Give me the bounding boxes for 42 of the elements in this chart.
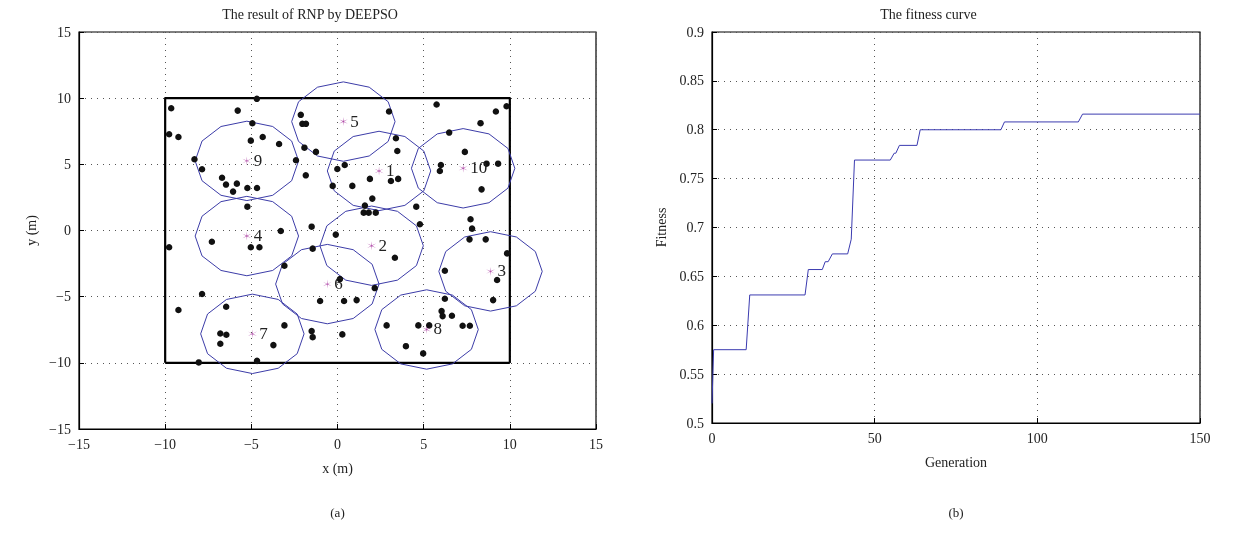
y-tick-label: 0.6 [686,317,704,333]
annotation: 7 [259,323,269,343]
y-tick-label: 10 [57,90,71,106]
y-tick-label: −5 [56,289,71,305]
x-tick-label: 10 [502,436,517,452]
annotation: 1 [386,160,395,180]
y-tick-label: 0.5 [686,415,704,431]
y-tick-label: 5 [64,156,71,172]
y-tick-label: 0.65 [679,268,704,284]
y-tick-label: −10 [49,355,71,371]
y-axis-title: Fitness [654,207,670,248]
annotation: 2 [378,235,388,255]
x-axis-title: x (m) [322,460,354,477]
y-axis-title: y (m) [23,214,40,246]
y-tick-label: 0.55 [679,366,704,382]
chart-title: The result of RNP by DEEPSO [222,6,398,22]
x-tick-label: 100 [1026,430,1048,446]
y-tick-label: 0 [64,223,71,238]
annotation: 5 [350,111,359,131]
text: (b) [947,505,965,521]
x-tick-label: −5 [243,436,259,452]
x-tick-label: 50 [867,430,882,446]
annotation: 4 [253,226,263,246]
x-tick-label: −10 [154,436,177,452]
x-tick-label: 0 [708,430,716,446]
x-tick-label: 0 [334,436,341,452]
y-tick-label: 15 [57,24,71,40]
annotation: 3 [497,261,507,281]
annotation: 8 [433,319,443,339]
x-tick-label: 15 [589,436,603,452]
y-tick-label: 0.9 [686,24,704,40]
x-axis-title: Generation [924,454,988,470]
chart-title: The fitness curve [880,6,977,22]
y-tick-label: 0.75 [679,171,704,187]
x-tick-label: 150 [1189,430,1211,446]
text: (a) [329,505,346,521]
y-tick-label: 0.8 [686,122,704,138]
annotation: 10 [470,158,488,178]
annotation: 9 [253,150,263,170]
y-tick-label: 0.85 [679,73,704,89]
y-tick-label: 0.7 [686,220,704,235]
x-tick-label: 5 [420,436,428,452]
